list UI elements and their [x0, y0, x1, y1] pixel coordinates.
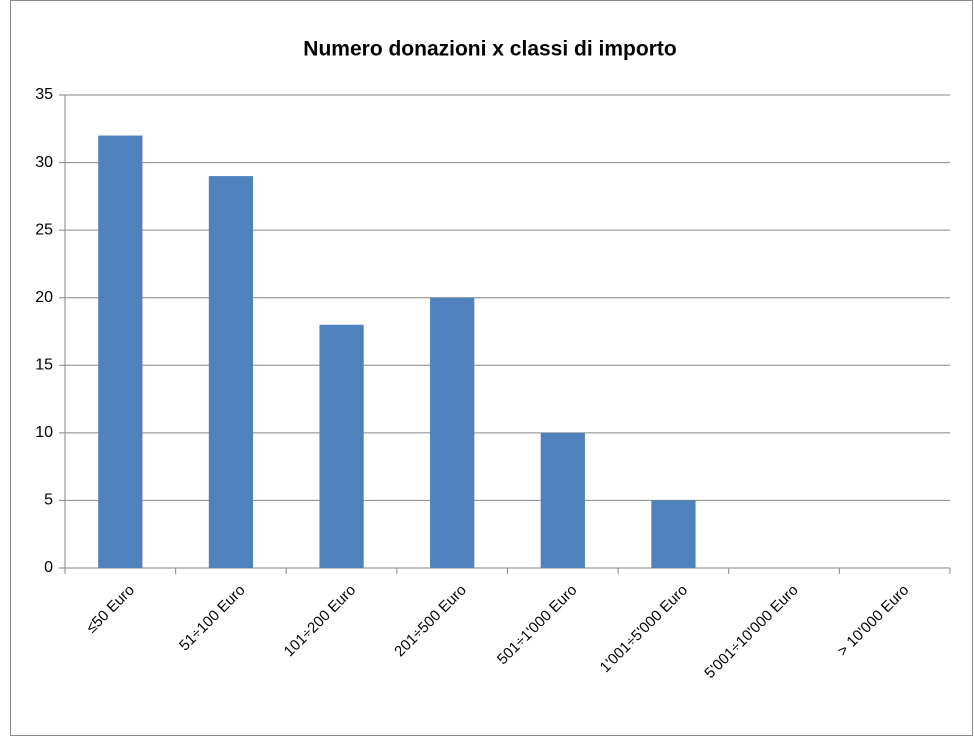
- y-tick-label: 0: [44, 559, 53, 576]
- y-tick-label: 15: [35, 357, 53, 374]
- bar: [319, 324, 364, 568]
- chart-frame: [10, 0, 973, 736]
- bar: [540, 432, 585, 568]
- chart-title: Numero donazioni x classi di importo: [303, 38, 676, 61]
- bar: [651, 500, 696, 568]
- y-tick-label: 30: [35, 154, 53, 171]
- bar: [430, 297, 475, 568]
- y-tick-label: 35: [35, 86, 53, 103]
- bar: [98, 135, 143, 569]
- y-tick-label: 10: [35, 424, 53, 441]
- y-tick-label: 25: [35, 221, 53, 238]
- bar: [208, 176, 254, 569]
- y-tick-label: 5: [44, 492, 53, 509]
- y-tick-label: 20: [35, 289, 53, 306]
